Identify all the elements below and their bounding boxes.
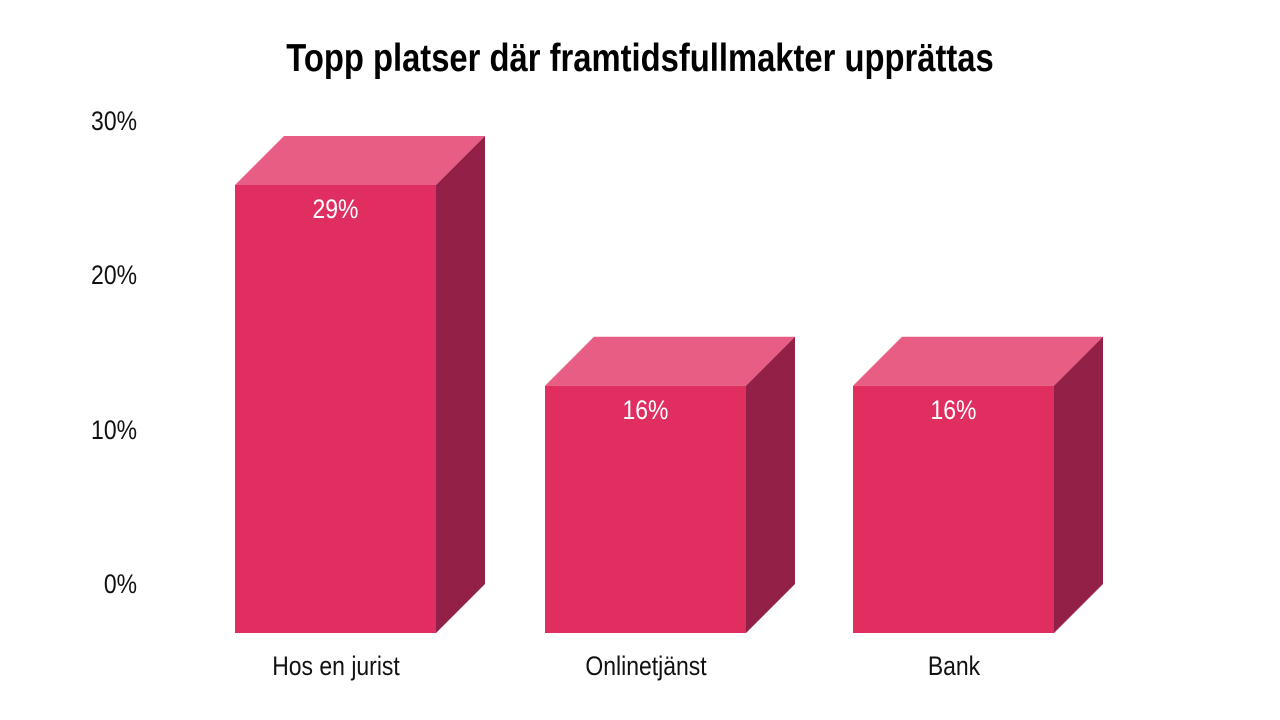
chart-title: Topp platser där framtidsfullmakter uppr… xyxy=(286,37,994,80)
bar-top-face xyxy=(545,336,795,386)
bar-group-1 xyxy=(545,336,795,633)
x-axis-category-label: Hos en jurist xyxy=(271,651,400,681)
bar-side-face xyxy=(1054,336,1103,633)
bar-side-face xyxy=(746,336,795,633)
bar-front-face xyxy=(545,385,746,633)
bar-value-label: 29% xyxy=(312,193,359,224)
y-axis-tick-label: 10% xyxy=(91,414,137,445)
bar-front-face xyxy=(853,385,1054,633)
x-axis-category-label: Bank xyxy=(927,651,980,681)
y-axis-tick-label: 0% xyxy=(103,569,137,599)
bar-group-2 xyxy=(853,336,1103,633)
bar-group-0 xyxy=(235,135,485,633)
x-axis-category-label: Onlinetjänst xyxy=(584,651,707,681)
y-axis-tick-label: 20% xyxy=(91,260,137,290)
bar-front-face xyxy=(235,184,436,633)
y-axis-tick-label: 30% xyxy=(91,105,137,136)
bar-value-label: 16% xyxy=(622,394,669,425)
bar-value-label: 16% xyxy=(930,394,977,425)
bar-top-face xyxy=(853,336,1103,386)
bar-top-face xyxy=(235,135,485,185)
bar-side-face xyxy=(436,135,485,633)
